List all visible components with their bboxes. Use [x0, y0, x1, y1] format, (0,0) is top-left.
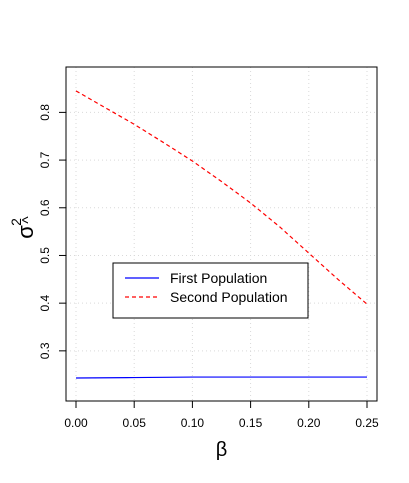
- y-axis-label-hat: ^: [20, 216, 37, 224]
- grid: [66, 67, 377, 401]
- x-tick-label: 0.15: [239, 416, 263, 430]
- y-tick-label: 0.7: [38, 151, 52, 168]
- y-tick-label: 0.8: [38, 104, 52, 121]
- x-tick-label: 0.25: [355, 416, 379, 430]
- series-line-second-population: [75, 90, 368, 305]
- x-axis-label: β: [216, 439, 228, 461]
- legend-box: [112, 262, 309, 319]
- x-tick-label: 0.10: [181, 416, 205, 430]
- legend-label-first-population: First Population: [170, 270, 267, 286]
- x-tick-label: 0.00: [64, 416, 88, 430]
- y-axis-label: ^ σ 2: [8, 216, 38, 239]
- y-tick-label: 0.5: [38, 247, 52, 264]
- y-axis-label-symbol: σ: [13, 225, 38, 239]
- series-layer: [75, 90, 368, 379]
- x-tick-label: 0.20: [297, 416, 321, 430]
- series-line-first-population: [75, 376, 367, 379]
- y-tick-label: 0.6: [38, 199, 52, 216]
- legend: First Population Second Population: [112, 262, 309, 319]
- y-axis-label-exponent: 2: [8, 218, 24, 226]
- plot-frame: [65, 66, 378, 402]
- x-tick-label: 0.05: [123, 416, 147, 430]
- axes: 0.00 0.05 0.10 0.15 0.20 0.25 0.3 0.4 0.5 0.6 0.7 0…: [38, 104, 379, 430]
- legend-label-second-population: Second Population: [170, 289, 288, 305]
- y-tick-label: 0.3: [38, 342, 52, 359]
- y-tick-label: 0.4: [38, 294, 52, 311]
